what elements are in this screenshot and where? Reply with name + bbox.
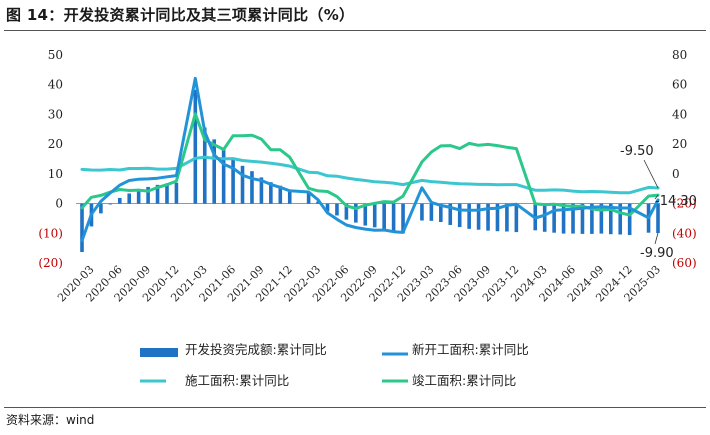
bar-2023-12 — [514, 203, 519, 233]
right-tick-80: 80 — [672, 48, 687, 62]
bar-2021-07 — [240, 165, 245, 204]
bar-2020-06 — [117, 197, 122, 204]
bar-2020-02 — [80, 203, 84, 253]
bar-2021-04 — [212, 139, 216, 204]
bar-2021-02 — [193, 89, 198, 204]
legend-label-1: 新开工面积:累计同比 — [412, 342, 529, 357]
bar-2022-03 — [316, 201, 320, 204]
bar-2023-09 — [486, 203, 490, 231]
legend-swatch-0 — [140, 348, 178, 357]
bar-2023-03 — [429, 203, 434, 221]
bar-2024-09 — [599, 203, 604, 234]
bar-2024-11 — [618, 203, 623, 235]
legend-label-2: 施工面积:累计同比 — [185, 373, 289, 388]
bar-2020-04 — [99, 203, 103, 214]
bar-2021-08 — [250, 171, 254, 204]
bar-2023-07 — [467, 203, 471, 229]
bar-2020-05 — [108, 203, 113, 205]
bar-2023-04 — [439, 203, 443, 222]
line-新开工面积:累计同比 — [80, 76, 660, 243]
left-tick-30: 30 — [48, 107, 63, 121]
bar-2021-10 — [269, 182, 273, 204]
leader-line-shigong — [643, 159, 659, 189]
bar-2022-07 — [354, 203, 358, 223]
bar-2023-08 — [476, 203, 481, 230]
annotation--9.90: -9.90 — [640, 246, 674, 261]
bar-2022-11 — [391, 203, 396, 233]
bar-2021-12 — [287, 190, 292, 204]
right-tick-(60): (60) — [672, 256, 697, 270]
left-tick-(20): (20) — [38, 256, 63, 270]
line-施工面积:累计同比 — [80, 155, 660, 195]
bar-2021-03 — [202, 127, 207, 204]
bar-2022-05 — [335, 203, 339, 216]
source-rule — [4, 407, 706, 408]
left-tick-50: 50 — [48, 48, 63, 62]
right-tick-20: 20 — [672, 137, 687, 151]
bar-2022-12 — [401, 203, 405, 234]
leader-line-bar — [654, 232, 659, 245]
chart: 50 40 30 20 10 0 (10) (20) 80 60 40 20 0 (20) (40) (60)… — [38, 48, 697, 388]
left-tick-0: 0 — [55, 197, 63, 211]
left-tick-(10): (10) — [38, 226, 63, 240]
bar-2024-07 — [580, 203, 585, 234]
bar-2020-08 — [136, 189, 141, 204]
bar-2021-09 — [259, 177, 264, 204]
bar-2020-09 — [146, 186, 150, 204]
bar-2022-09 — [372, 203, 377, 228]
bar-2025-03 — [656, 203, 660, 233]
source-note: 资料来源：wind — [6, 413, 95, 427]
bar-2022-06 — [344, 203, 349, 220]
bar-2024-03 — [542, 203, 547, 232]
left-tick-40: 40 — [48, 78, 63, 92]
bar-2022-02 — [306, 192, 311, 204]
legend-label-3: 竣工面积:累计同比 — [412, 373, 516, 388]
bar-2021-11 — [278, 185, 283, 204]
figure-title: 图 14：开发投资累计同比及其三项累计同比（%） — [6, 6, 355, 24]
right-tick-(40): (40) — [672, 226, 697, 240]
right-tick-(20): (20) — [672, 197, 697, 211]
bar-2024-12 — [627, 203, 632, 236]
left-tick-10: 10 — [48, 167, 63, 181]
bar-2024-04 — [552, 203, 556, 233]
annotation--9.50: -9.50 — [620, 144, 654, 159]
bar-2020-11 — [165, 183, 169, 204]
bar-2021-05 — [221, 149, 226, 204]
bar-2022-08 — [363, 203, 368, 226]
annotation--14.30: -14.30 — [655, 194, 697, 209]
right-tick-40: 40 — [672, 107, 687, 121]
bar-2024-06 — [571, 203, 575, 234]
bar-2020-07 — [127, 193, 132, 204]
left-tick-20: 20 — [48, 137, 63, 151]
leader-line-jungong — [654, 194, 659, 200]
bar-2020-12 — [174, 182, 179, 204]
bar-2023-06 — [457, 203, 462, 228]
bar-2023-10 — [495, 203, 500, 232]
right-tick-60: 60 — [672, 78, 687, 92]
bar-2022-04 — [325, 203, 330, 212]
bar-2024-10 — [608, 203, 613, 235]
bar-2024-08 — [590, 203, 594, 234]
bar-2023-11 — [505, 203, 509, 232]
title-rule — [4, 30, 706, 31]
bar-2023-05 — [448, 203, 453, 225]
line-竣工面积:累计同比 — [80, 112, 660, 217]
bar-2021-06 — [231, 159, 235, 204]
bar-2020-10 — [155, 184, 160, 204]
bar-2024-05 — [561, 203, 566, 234]
bar-2023-02 — [420, 203, 424, 221]
bar-2022-10 — [382, 203, 386, 230]
legend-label-0: 开发投资完成额:累计同比 — [185, 342, 327, 357]
right-tick-0: 0 — [672, 167, 680, 181]
